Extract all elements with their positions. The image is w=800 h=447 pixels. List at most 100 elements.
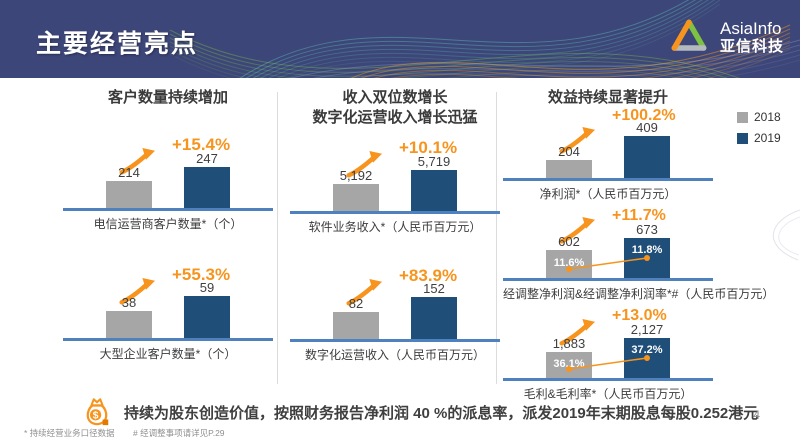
bar-pair: 82 152	[290, 281, 500, 339]
logo-name-zh: 亚信科技	[719, 38, 784, 56]
chart-baseline	[503, 177, 713, 181]
chart-gross-profit: +13.0% 1,883 36.1% 2,127 37.2% 毛利&毛利率*（人民币百万元…	[503, 307, 713, 402]
footnote-adjustment: # 经调整事项请详见P.29	[133, 428, 225, 438]
corner-wave-decoration	[773, 209, 800, 261]
chart-plot: +15.4% 214 247	[63, 134, 273, 208]
bar-group-2019: 5,719	[411, 154, 457, 211]
dividend-callout: $ 持续为股东创造价值，按照财务报告净利润 40 %的派息率，派发2019年末期…	[82, 396, 758, 428]
chart-baseline	[290, 339, 500, 342]
column-revenue: 收入双位数增长 数字化运营收入增长迅猛 +10.1% 5,192 5,719 软件业务…	[290, 88, 500, 363]
bar-pair: 204 409	[503, 120, 713, 178]
bar-2019	[411, 297, 457, 339]
bar-group-2019: 409	[624, 120, 670, 178]
legend-swatch-2019	[737, 132, 748, 144]
value-label-2019: 673	[636, 221, 658, 237]
column-heading: 收入双位数增长	[342, 89, 448, 106]
chart-legend: 2018 2019	[737, 110, 781, 145]
bar-2018: 36.1%	[546, 351, 592, 378]
chart-baseline	[503, 277, 713, 281]
bar-2018: 11.6%	[546, 249, 592, 278]
bar-pair: 5,192 5,719	[290, 154, 500, 211]
dividend-callout-text: 持续为股东创造价值，按照财务报告净利润 40 %的派息率，派发2019年末期股息…	[124, 404, 759, 422]
column-profitability: 效益持续显著提升 +100.2% 204 409 净利润*（人民币百万元） +11.7…	[498, 88, 775, 402]
growth-label: +11.7%	[612, 206, 666, 224]
growth-label: +55.3%	[172, 264, 231, 284]
rate-trend-line	[566, 354, 650, 372]
bar-group-2018: 82	[333, 296, 379, 339]
bar-2019	[184, 295, 230, 338]
chart-caption: 电信运营商客户数量*（个）	[93, 216, 243, 231]
asiainfo-triangle-logo-icon	[671, 19, 707, 51]
value-label-2019: 2,127	[630, 321, 664, 337]
bar-2019	[411, 170, 457, 211]
page-title: 主要经营亮点	[36, 30, 199, 58]
legend-item-2019: 2019	[737, 131, 781, 145]
footnote-scope: * 持续经营业务口径数据	[24, 428, 115, 438]
value-label-2018: 602	[558, 233, 580, 249]
chart-baseline	[63, 337, 273, 341]
growth-label: +13.0%	[612, 306, 667, 324]
value-label-2018: 82	[348, 296, 364, 311]
value-label-2018: 38	[121, 294, 137, 310]
company-logo: AsiaInfo 亚信科技	[667, 15, 784, 59]
growth-arrow-icon	[119, 147, 155, 175]
chart-baseline	[63, 207, 273, 211]
value-label-2019: 247	[196, 150, 218, 166]
svg-text:$: $	[93, 411, 99, 422]
bar-group-2018: 214	[106, 165, 152, 208]
bar-group-2019: 59	[184, 280, 230, 338]
growth-label: +15.4%	[172, 134, 231, 154]
chart-caption: 净利润*（人民币百万元）	[539, 186, 677, 201]
bar-pair: 38 59	[63, 280, 273, 338]
bar-pair: 602 11.6% 673 11.8%	[503, 222, 713, 278]
chart-caption: 经调整净利润&经调整净利润率*#（人民币百万元）	[503, 286, 775, 301]
chart-software-revenue: +10.1% 5,192 5,719 软件业务收入*（人民币百万元）	[290, 138, 500, 235]
chart-enterprise-customers: +55.3% 38 59 大型企业客户数量*（个）	[63, 264, 273, 362]
rate-label-2018: 11.6%	[553, 257, 585, 269]
column-heading: 效益持续显著提升	[547, 89, 668, 106]
bar-group-2018: 5,192	[333, 168, 379, 211]
bar-group-2018: 1,883 36.1%	[546, 336, 592, 378]
bar-group-2018: 602 11.6%	[546, 234, 592, 278]
bar-2018	[546, 159, 592, 178]
legend-swatch-2018	[737, 111, 748, 123]
bar-2018	[106, 180, 152, 208]
bar-group-2018: 38	[106, 295, 152, 338]
value-label-2018: 204	[558, 143, 580, 159]
value-label-2019: 59	[199, 279, 215, 295]
value-label-2019: 409	[636, 119, 658, 135]
bar-group-2019: 673 11.8%	[624, 222, 670, 278]
chart-plot: +11.7% 602 11.6% 673 11.8%	[503, 207, 713, 278]
bar-group-2019: 247	[184, 151, 230, 208]
chart-caption: 毛利&毛利率*（人民币百万元）	[523, 386, 693, 401]
value-label-2019: 5,719	[417, 154, 451, 169]
growth-arrow-icon	[559, 216, 595, 244]
value-label-2018: 1,883	[552, 335, 586, 351]
bar-2018	[333, 312, 379, 339]
header-band: 主要经营亮点 AsiaInfo 亚信科技	[0, 0, 800, 78]
growth-arrow-icon	[346, 151, 382, 178]
bar-2018	[106, 310, 152, 338]
value-label-2019: 152	[423, 281, 445, 296]
bar-2019	[624, 135, 670, 178]
decorative-wave-mesh	[169, 0, 800, 78]
chart-baseline	[503, 377, 713, 381]
chart-plot: +13.0% 1,883 36.1% 2,127 37.2%	[503, 307, 713, 378]
rate-label-2019: 37.2%	[631, 343, 663, 356]
logo-name-en: AsiaInfo	[719, 18, 782, 38]
page-number: 4	[753, 408, 760, 422]
value-label-2018: 214	[118, 164, 140, 180]
column-heading: 客户数量持续增加	[107, 89, 228, 106]
column-divider	[496, 92, 497, 384]
growth-label: +83.9%	[399, 266, 458, 285]
bar-2019: 11.8%	[624, 237, 670, 278]
rate-label-2019: 11.8%	[631, 243, 663, 256]
column-divider	[277, 92, 278, 384]
chart-baseline	[290, 211, 500, 214]
chart-adjusted-net-profit: +11.7% 602 11.6% 673 11.8% 经调整净利润&经调整净利润率*#（人…	[503, 207, 775, 302]
growth-arrow-icon	[346, 279, 382, 306]
column-customers: 客户数量持续增加 +15.4% 214 247 电信运营商客户数量*（个） +55.3…	[46, 88, 290, 362]
chart-plot: +83.9% 82 152	[290, 266, 500, 339]
chart-caption: 数字化运营收入（人民币百万元）	[304, 348, 485, 362]
